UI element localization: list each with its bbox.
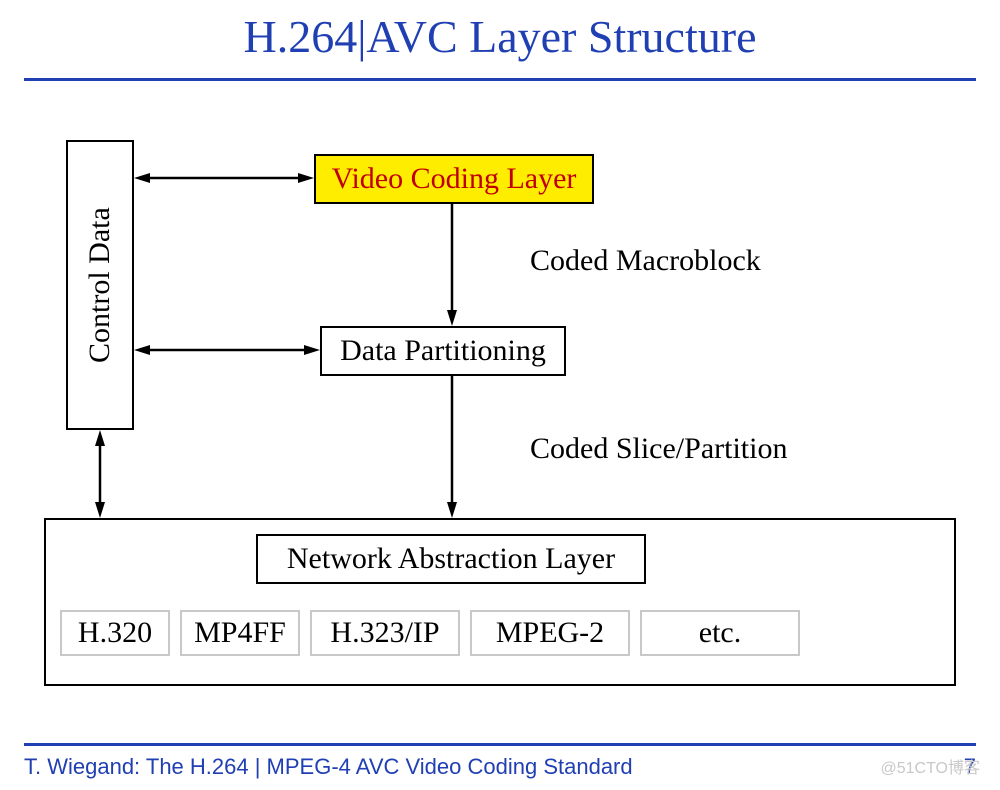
node-nal-label: Network Abstraction Layer: [287, 542, 615, 576]
label-coded-macroblock: Coded Macroblock: [530, 244, 761, 278]
node-control-data: Control Data: [66, 140, 134, 430]
node-video-coding-layer: Video Coding Layer: [314, 154, 594, 204]
footer: T. Wiegand: The H.264 | MPEG-4 AVC Video…: [24, 754, 976, 780]
node-vcl-label: Video Coding Layer: [332, 162, 577, 196]
node-control-data-label: Control Data: [83, 207, 117, 363]
proto-h320: H.320: [60, 610, 170, 656]
node-data-partitioning: Data Partitioning: [320, 326, 566, 376]
proto-mp4ff: MP4FF: [180, 610, 300, 656]
proto-mpeg2: MPEG-2: [470, 610, 630, 656]
diagram: Control Data Video Coding Layer Data Par…: [0, 0, 1000, 790]
node-nal-outer: Network Abstraction Layer H.320 MP4FF H.…: [44, 518, 956, 686]
node-dp-label: Data Partitioning: [340, 334, 546, 368]
proto-mp4ff-label: MP4FF: [194, 616, 286, 650]
divider-bottom: [24, 743, 976, 746]
proto-h323ip-label: H.323/IP: [330, 616, 439, 650]
label-coded-slice: Coded Slice/Partition: [530, 432, 787, 466]
proto-mpeg2-label: MPEG-2: [496, 616, 604, 650]
protocol-row: H.320 MP4FF H.323/IP MPEG-2 etc.: [60, 610, 800, 656]
footer-left: T. Wiegand: The H.264 | MPEG-4 AVC Video…: [24, 754, 633, 780]
node-nal-inner: Network Abstraction Layer: [256, 534, 646, 584]
proto-h320-label: H.320: [78, 616, 152, 650]
proto-etc-label: etc.: [699, 616, 741, 650]
proto-h323ip: H.323/IP: [310, 610, 460, 656]
proto-etc: etc.: [640, 610, 800, 656]
footer-page-number: 7: [964, 754, 976, 780]
slide: H.264|AVC Layer Structure Control Data V…: [0, 0, 1000, 790]
